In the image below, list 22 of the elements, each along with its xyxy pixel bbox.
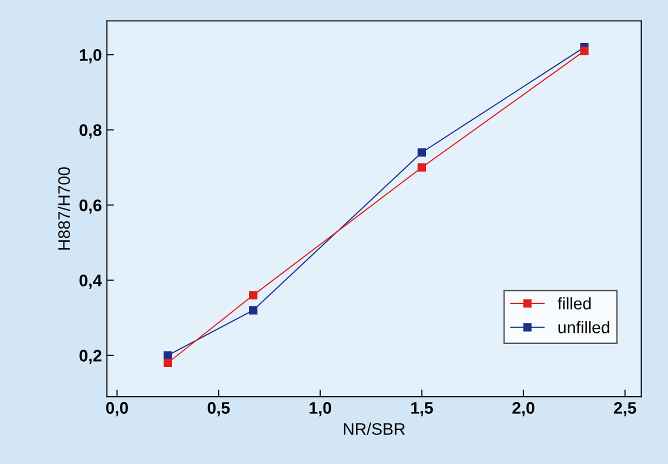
y-axis-title: H887/H700 — [58, 167, 70, 250]
x-tick-label: 2,5 — [614, 402, 636, 416]
y-tick-label: 0,8 — [80, 124, 102, 138]
y-tick-label: 0,2 — [80, 350, 102, 364]
point — [580, 46, 589, 56]
point — [418, 148, 426, 157]
y-tick-label: 1,0 — [80, 49, 102, 64]
x-tick-label: 1,5 — [411, 402, 433, 416]
x-tick-label: 0,0 — [106, 402, 128, 416]
y-tick-label: 0,4 — [80, 274, 102, 289]
legend-label: filled — [558, 297, 591, 310]
x-tick-label: 0,5 — [208, 402, 230, 416]
point — [164, 351, 172, 360]
x-tick-label: 2,0 — [512, 402, 534, 416]
x-axis-title: NR/SBR — [344, 422, 405, 435]
legend-label: unfilled — [558, 321, 610, 334]
y-tick-label: 0,6 — [80, 199, 102, 214]
x-tick-label: 1,0 — [310, 402, 332, 416]
point — [249, 306, 258, 314]
point — [418, 163, 426, 172]
point — [249, 291, 258, 300]
point — [164, 358, 172, 368]
